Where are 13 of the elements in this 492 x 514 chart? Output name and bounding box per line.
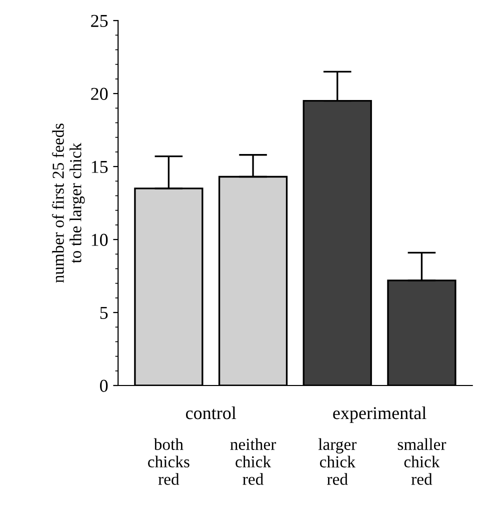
y-tick-label: 0 <box>100 380 108 392</box>
text: control <box>186 406 236 420</box>
y-tick-label: 25 <box>91 14 108 27</box>
y-tick-label: 20 <box>91 88 108 100</box>
y-axis-title: number of first 25 feeds to the larger chick <box>52 124 85 283</box>
x-tick-label: neither chick red <box>230 438 276 485</box>
x-tick-label: larger chick red <box>318 438 357 485</box>
y-tick-label: 10 <box>92 234 108 246</box>
y-tick-label: 5 <box>100 306 108 319</box>
y-tick-label: 15 <box>92 160 108 173</box>
x-tick-label: smaller chick red <box>398 438 446 485</box>
text: experimental <box>333 406 426 423</box>
x-tick-label: both chicks red <box>148 438 190 485</box>
